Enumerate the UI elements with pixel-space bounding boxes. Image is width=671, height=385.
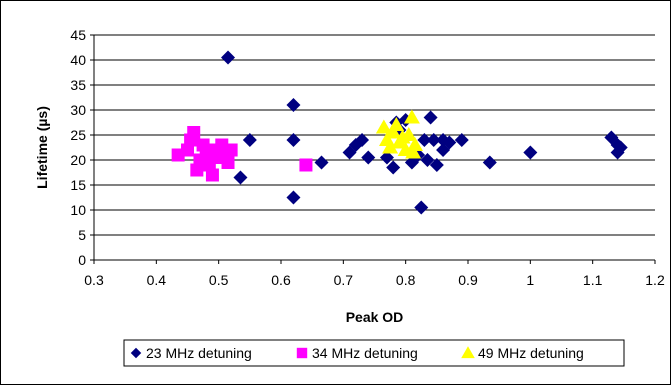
data-point: [423, 110, 438, 125]
x-axis-title: Peak OD: [346, 309, 404, 325]
data-point: [355, 133, 370, 147]
data-point: [613, 140, 628, 155]
data-point: [382, 139, 399, 154]
data-point: [407, 137, 424, 151]
legend-marker: [296, 347, 308, 359]
legend-label: 34 MHz detuning: [312, 345, 418, 361]
data-point: [386, 160, 401, 175]
data-point: [361, 150, 376, 165]
data-point: [233, 170, 248, 185]
legend-marker: [130, 347, 142, 359]
data-point: [242, 133, 257, 147]
data-point: [523, 145, 538, 160]
data-point: [221, 156, 235, 169]
y-tick-label: 35: [70, 77, 86, 93]
x-tick-label: 0.5: [209, 272, 229, 288]
data-point: [420, 153, 435, 167]
data-point: [286, 98, 301, 112]
data-point: [375, 119, 392, 134]
data-point: [205, 168, 219, 182]
data-point: [299, 158, 313, 172]
x-tick-label: 0.4: [147, 272, 167, 288]
y-tick-label: 10: [70, 202, 86, 218]
data-point: [187, 126, 201, 139]
legend-label: 49 MHz detuning: [478, 345, 584, 361]
y-tick-label: 40: [70, 52, 86, 68]
data-point: [414, 200, 429, 215]
legend-label: 23 MHz detuning: [146, 345, 252, 361]
data-point: [314, 155, 329, 170]
data-point: [442, 135, 457, 150]
data-point: [426, 133, 441, 147]
data-point: [181, 143, 194, 157]
x-tick-label: 1.2: [645, 272, 665, 288]
data-point: [379, 150, 394, 165]
data-point: [286, 190, 301, 205]
data-point: [388, 117, 405, 131]
y-tick-label: 30: [70, 102, 86, 118]
x-tick-label: 0.9: [458, 272, 478, 288]
data-point: [286, 133, 301, 147]
y-tick-label: 5: [78, 227, 86, 243]
legend-marker: [461, 346, 475, 359]
y-tick-label: 0: [78, 252, 86, 268]
y-tick-label: 45: [70, 27, 86, 43]
legend-box: [123, 339, 625, 367]
data-point: [482, 155, 497, 170]
data-point: [405, 144, 422, 159]
x-tick-label: 0.3: [84, 272, 104, 288]
x-tick-label: 1: [526, 272, 534, 288]
data-point: [429, 158, 444, 172]
y-tick-label: 20: [70, 152, 86, 168]
y-axis-title: Lifetime (µs): [34, 106, 50, 189]
data-point: [196, 138, 210, 152]
data-point: [385, 124, 402, 139]
data-point: [221, 50, 236, 65]
x-tick-label: 1.1: [583, 272, 603, 288]
data-point: [454, 133, 469, 147]
x-tick-label: 0.7: [334, 272, 354, 288]
y-tick-label: 15: [70, 177, 86, 193]
data-point: [417, 133, 432, 147]
x-tick-label: 0.6: [271, 272, 291, 288]
data-point: [190, 163, 204, 177]
x-tick-label: 0.8: [396, 272, 416, 288]
y-tick-label: 25: [70, 127, 86, 143]
data-point: [403, 109, 420, 124]
data-point: [224, 143, 238, 157]
data-point: [400, 127, 417, 141]
